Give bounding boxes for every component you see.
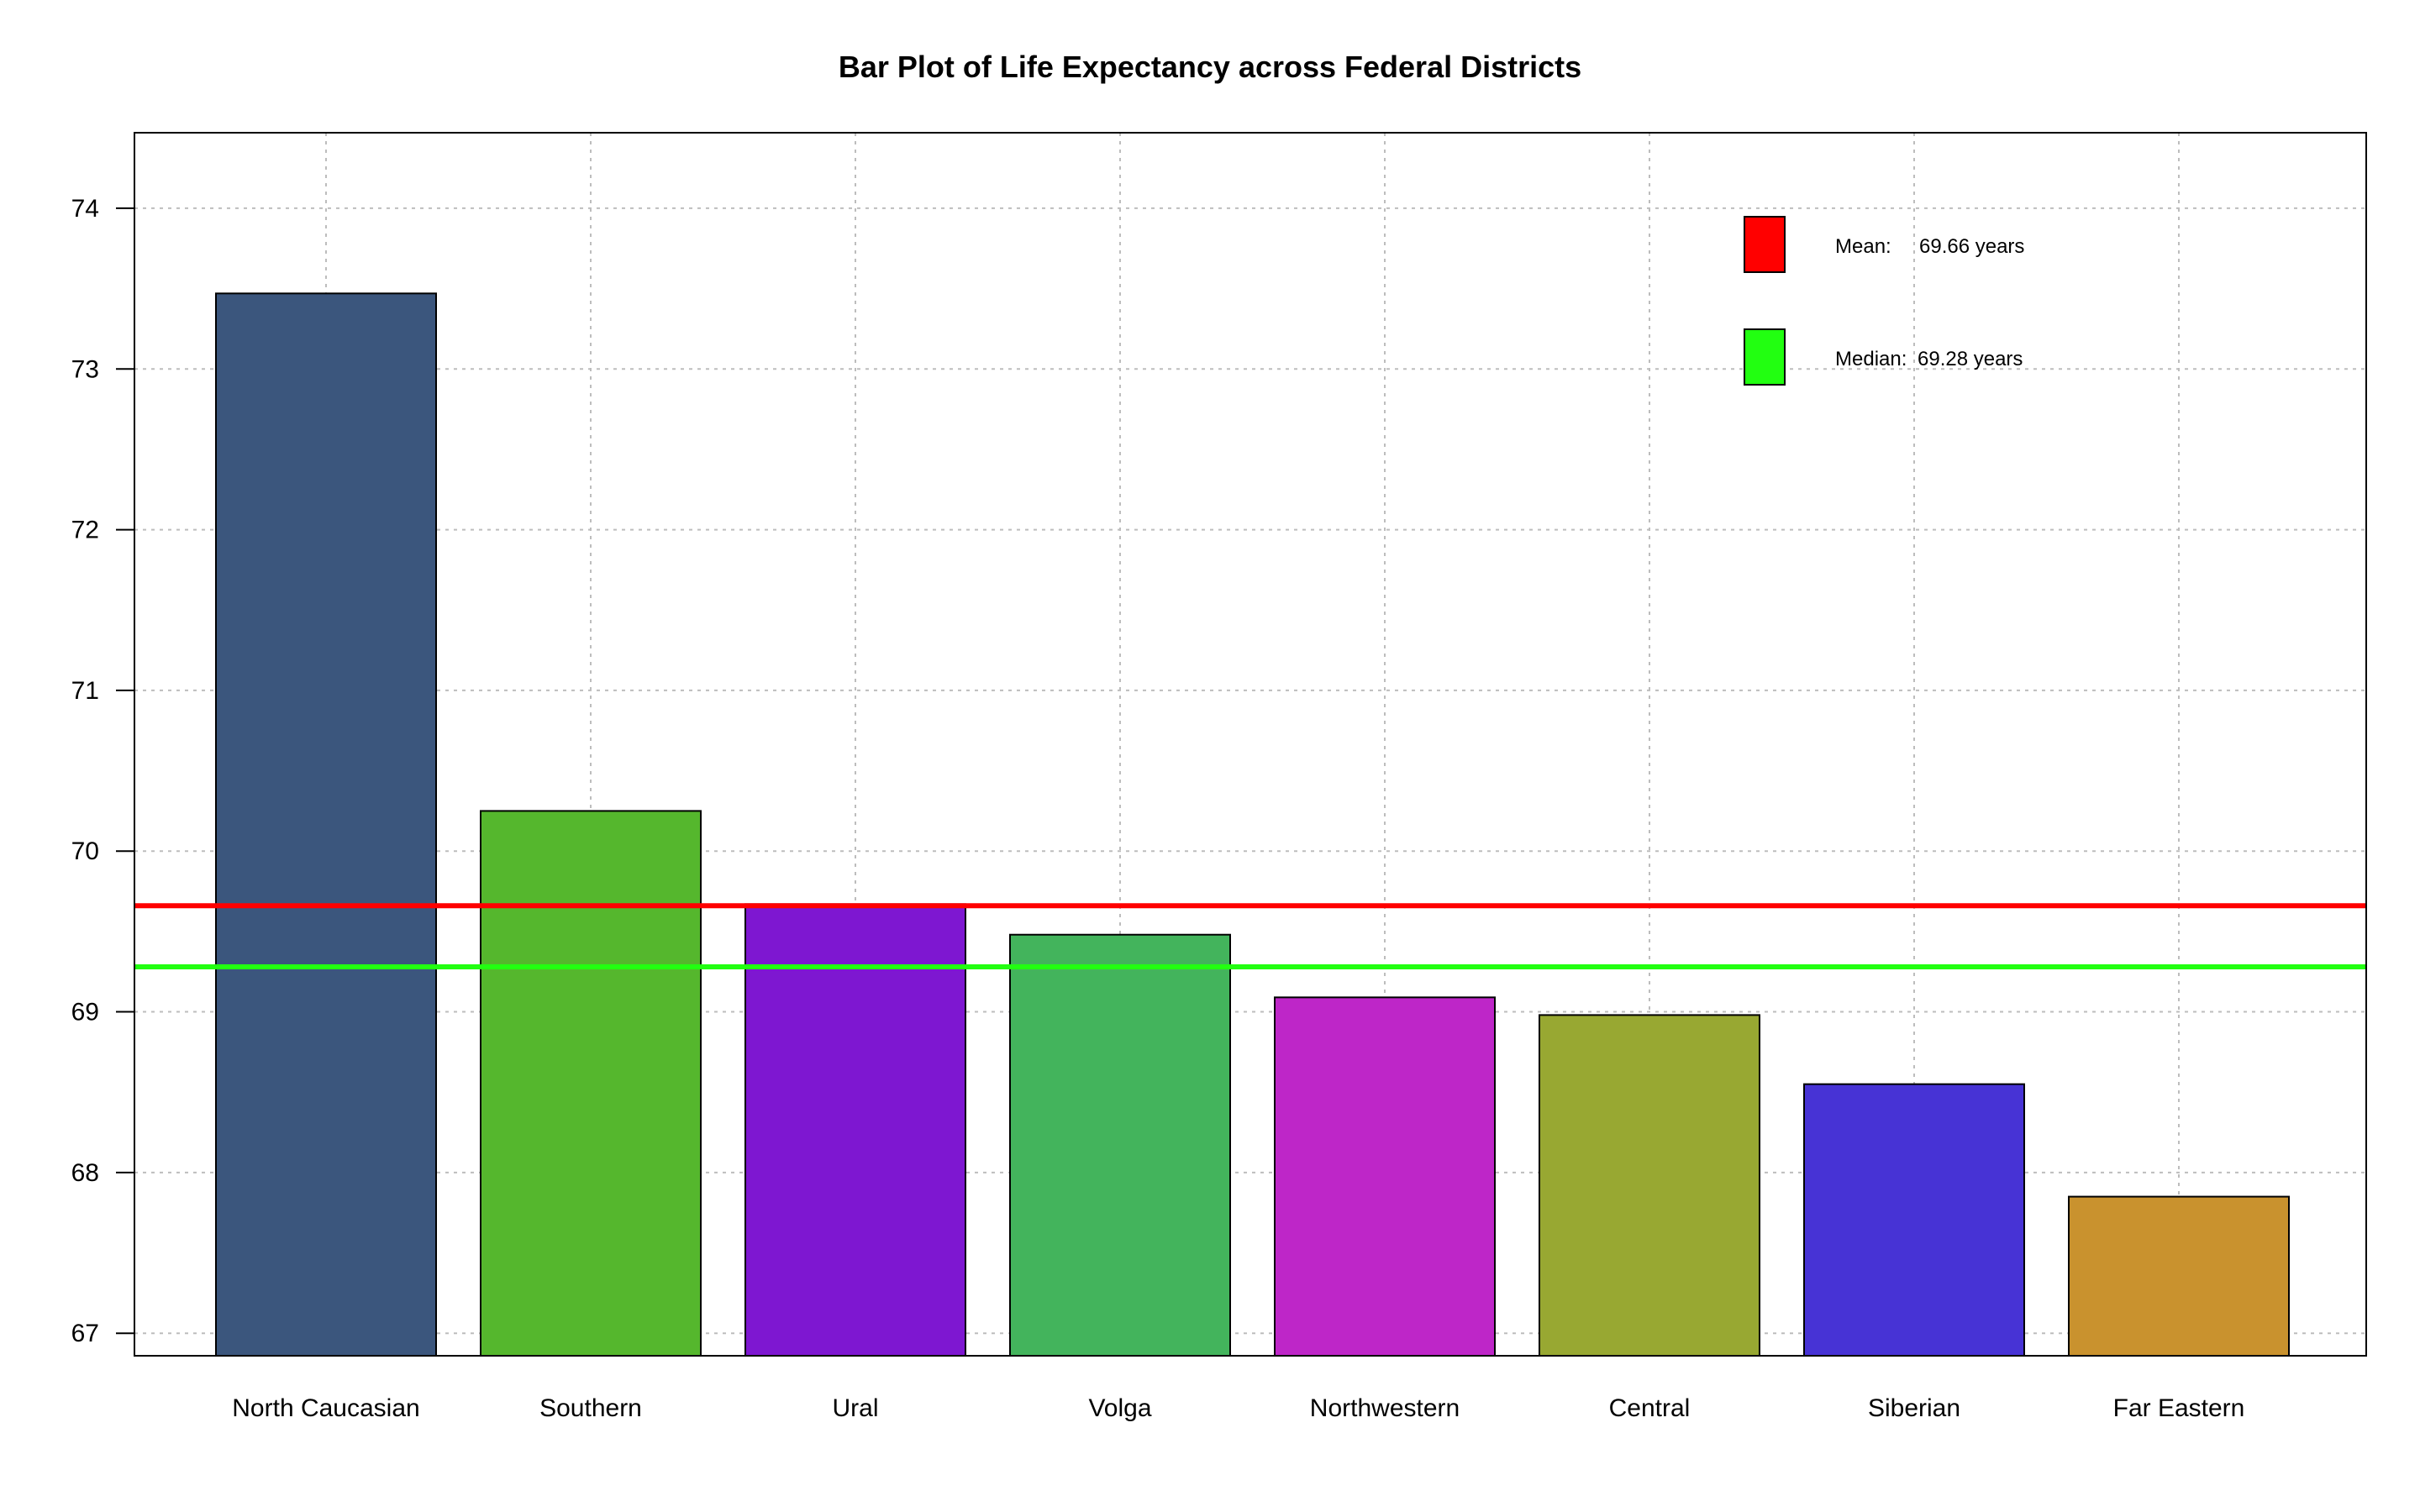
x-tick-label: North Caucasian <box>232 1394 419 1422</box>
y-tick-label: 72 <box>71 517 99 544</box>
legend-value-median: 69.28 years <box>1918 348 2023 370</box>
y-tick-label: 71 <box>71 677 99 705</box>
x-tick-label: Ural <box>832 1394 878 1422</box>
bars <box>215 292 2290 1357</box>
bar-central <box>1539 1014 1760 1357</box>
bar-siberian <box>1803 1083 2025 1357</box>
x-tick-label: Northwestern <box>1310 1394 1460 1422</box>
x-tick-label: Siberian <box>1868 1394 1960 1422</box>
y-tick-label: 68 <box>71 1159 99 1187</box>
y-tick-label: 74 <box>71 195 99 223</box>
x-tick-label: Central <box>1609 1394 1691 1422</box>
bar-north-caucasian <box>215 292 437 1357</box>
x-axis: North Caucasian Southern Ural Volga Northwes… <box>232 1394 2244 1422</box>
legend-swatch-mean <box>1744 216 1786 273</box>
x-tick-label: Volga <box>1088 1394 1151 1422</box>
reference-lines <box>134 903 2366 969</box>
y-axis: 67 68 69 70 71 72 73 74 <box>71 195 134 1347</box>
y-tick-label: 67 <box>71 1320 99 1347</box>
bar-far-eastern <box>2068 1195 2290 1357</box>
legend-swatch-median <box>1744 328 1786 386</box>
legend: Mean: 69.66 years Median: 69.28 years <box>1744 216 2024 386</box>
bar-volga <box>1009 933 1231 1357</box>
legend-label-mean: Mean: <box>1835 235 1891 258</box>
x-tick-label: Far Eastern <box>2113 1394 2245 1422</box>
legend-label-median: Median: <box>1835 348 1907 370</box>
bar-ural <box>744 903 966 1357</box>
y-tick-label: 73 <box>71 355 99 383</box>
bar-southern <box>480 810 702 1357</box>
y-tick-label: 69 <box>71 999 99 1026</box>
bar-northwestern <box>1274 996 1496 1357</box>
y-tick-label: 70 <box>71 837 99 865</box>
legend-value-mean: 69.66 years <box>1919 235 2024 258</box>
plot-frame <box>134 132 2367 1357</box>
grid-lines <box>134 133 2366 1356</box>
x-tick-label: Southern <box>539 1394 642 1422</box>
chart-title: Bar Plot of Life Expectancy across Feder… <box>839 50 1581 84</box>
